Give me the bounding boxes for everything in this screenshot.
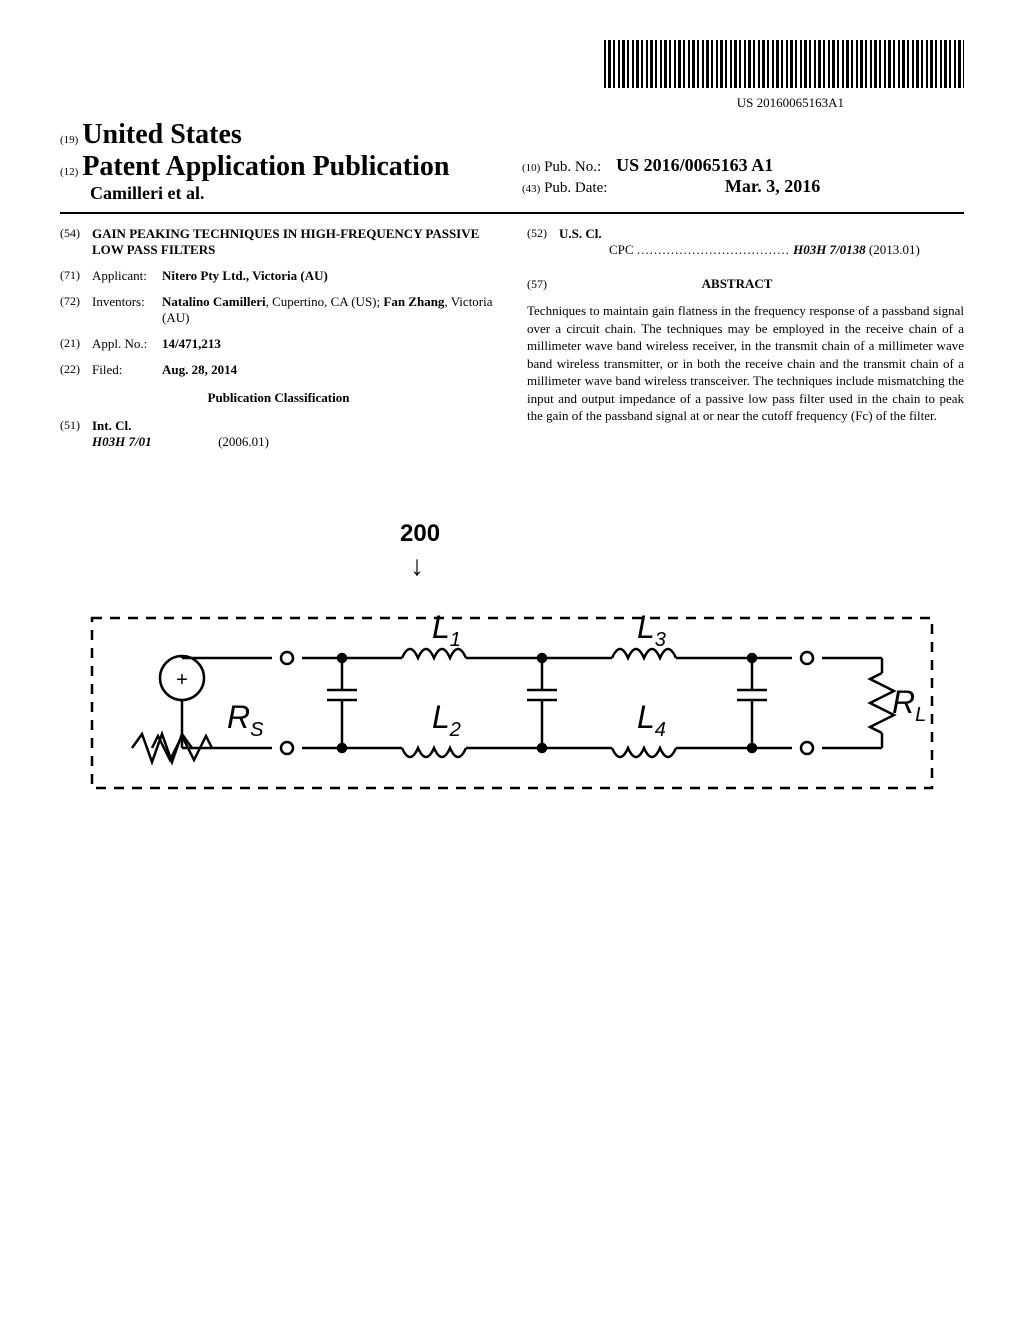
pubdate-label: Pub. Date: — [544, 180, 607, 196]
applno-field: (21) Appl. No.: 14/471,213 — [60, 336, 497, 352]
intcl-field: (51) Int. Cl. H03H 7/01 (2006.01) — [60, 418, 497, 450]
abstract-block: (57) ABSTRACT Techniques to maintain gai… — [527, 268, 964, 425]
applicant-label: Applicant: — [92, 268, 162, 284]
inventors-field: (72) Inventors: Natalino Camilleri, Cupe… — [60, 294, 497, 326]
pubno-num: (10) — [522, 162, 540, 174]
authors: Camilleri et al. — [90, 183, 502, 204]
applno-number: 14/471,213 — [162, 336, 221, 351]
intcl-label: Int. Cl. — [92, 418, 131, 433]
applicant-value: Nitero Pty Ltd., Victoria (AU) — [162, 268, 497, 284]
barcode-text: US 20160065163A1 — [60, 95, 844, 111]
circuit-diagram: + — [72, 578, 952, 818]
classification-header: Publication Classification — [60, 390, 497, 406]
applno-num: (21) — [60, 336, 92, 352]
pub-type: Patent Application Publication — [82, 151, 449, 182]
intcl-num: (51) — [60, 418, 92, 450]
barcode-graphic — [604, 40, 964, 88]
cpc-value: H03H 7/0138 — [793, 242, 866, 257]
figure-ref-num: 200 — [400, 520, 964, 548]
pubno-value: US 2016/0065163 A1 — [616, 155, 773, 175]
header: (19) United States (12) Patent Applicati… — [60, 119, 964, 204]
filed-field: (22) Filed: Aug. 28, 2014 — [60, 362, 497, 378]
uscl-block: U.S. Cl. CPC ...........................… — [559, 226, 964, 258]
applicant-name: Nitero Pty Ltd., Victoria (AU) — [162, 268, 328, 283]
applno-label: Appl. No.: — [92, 336, 162, 352]
pub-type-num: (12) — [60, 166, 78, 178]
title-num: (54) — [60, 226, 92, 258]
header-right: (10) Pub. No.: US 2016/0065163 A1 (43) P… — [502, 119, 964, 197]
abstract-text: Techniques to maintain gain flatness in … — [527, 302, 964, 425]
cpc-label: CPC — [609, 242, 634, 257]
barcode-region: US 20160065163A1 — [60, 40, 964, 111]
invention-title: GAIN PEAKING TECHNIQUES IN HIGH-FREQUENC… — [92, 226, 497, 258]
pubdate-num: (43) — [522, 183, 540, 195]
right-column: (52) U.S. Cl. CPC ......................… — [527, 226, 964, 460]
applicant-field: (71) Applicant: Nitero Pty Ltd., Victori… — [60, 268, 497, 284]
uscl-field: (52) U.S. Cl. CPC ......................… — [527, 226, 964, 258]
label-L2: L2 — [432, 699, 461, 741]
uscl-label: U.S. Cl. — [559, 226, 602, 241]
label-L3: L3 — [637, 609, 666, 651]
country: United States — [82, 119, 241, 150]
applicant-num: (71) — [60, 268, 92, 284]
cpc-year: (2013.01) — [869, 242, 920, 257]
divider — [60, 212, 964, 214]
applno-value: 14/471,213 — [162, 336, 497, 352]
pubno-label: Pub. No.: — [544, 159, 601, 175]
filed-label: Filed: — [92, 362, 162, 378]
abstract-header: ABSTRACT — [562, 276, 912, 292]
abstract-num: (57) — [527, 277, 559, 292]
cpc-dots: .................................... — [637, 242, 790, 257]
invention-title-field: (54) GAIN PEAKING TECHNIQUES IN HIGH-FRE… — [60, 226, 497, 258]
intcl-year: (2006.01) — [218, 434, 269, 449]
filed-value: Aug. 28, 2014 — [162, 362, 497, 378]
inventors-value: Natalino Camilleri, Cupertino, CA (US); … — [162, 294, 497, 326]
body-columns: (54) GAIN PEAKING TECHNIQUES IN HIGH-FRE… — [60, 226, 964, 460]
pubdate-value: Mar. 3, 2016 — [725, 176, 820, 196]
inventors-num: (72) — [60, 294, 92, 326]
figure-arrow-icon: ↓ — [410, 556, 964, 578]
label-Rs: RS — [227, 699, 264, 741]
label-L4: L4 — [637, 699, 666, 741]
cpc-line: CPC ....................................… — [609, 242, 964, 258]
left-column: (54) GAIN PEAKING TECHNIQUES IN HIGH-FRE… — [60, 226, 497, 460]
label-L1: L1 — [432, 609, 461, 651]
uscl-num: (52) — [527, 226, 559, 258]
filed-date: Aug. 28, 2014 — [162, 362, 237, 377]
intcl-block: Int. Cl. H03H 7/01 (2006.01) — [92, 418, 497, 450]
svg-text:+: + — [176, 669, 188, 691]
filed-num: (22) — [60, 362, 92, 378]
intcl-code: H03H 7/01 — [92, 434, 152, 449]
label-RL: RL — [892, 684, 926, 726]
inventors-label: Inventors: — [92, 294, 162, 326]
country-num: (19) — [60, 134, 78, 146]
header-left: (19) United States (12) Patent Applicati… — [60, 119, 502, 204]
figure-200: 200 ↓ + — [60, 520, 964, 823]
